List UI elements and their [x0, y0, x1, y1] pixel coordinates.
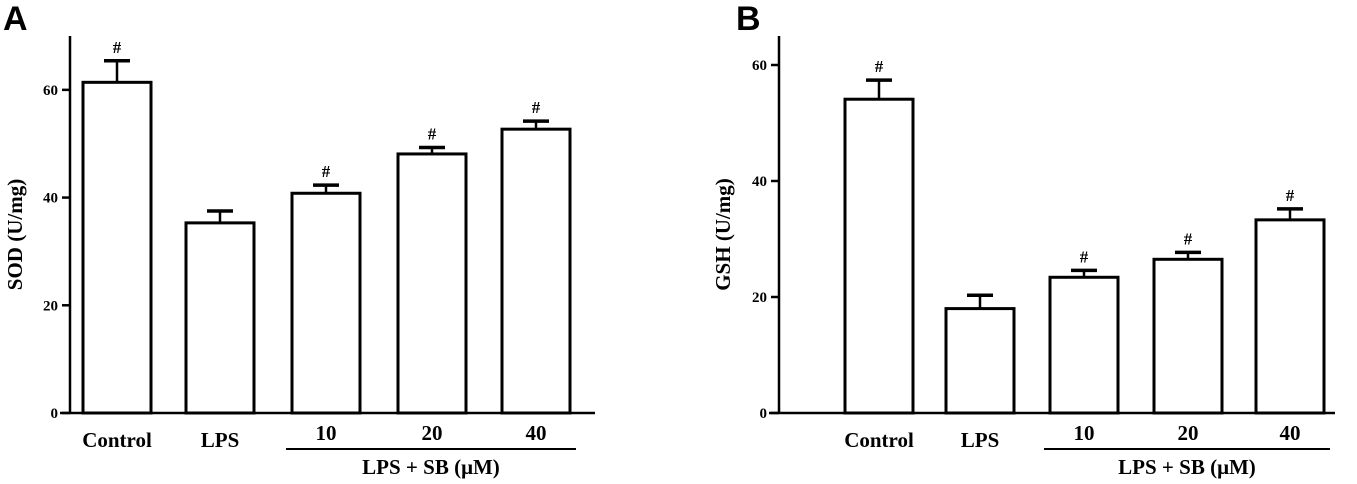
significance-marker: #	[428, 124, 437, 143]
panel-label: B	[736, 0, 761, 38]
x-tick-label: Control	[844, 428, 914, 452]
group-label: LPS + SB (μM)	[1118, 455, 1256, 479]
x-tick-label: 10	[1074, 421, 1095, 445]
bar	[1152, 257, 1224, 415]
bar	[1254, 218, 1326, 415]
y-axis-label: SOD (U/mg)	[3, 179, 27, 290]
significance-marker: #	[1286, 186, 1295, 205]
x-tick-label: LPS	[201, 428, 240, 452]
bar	[290, 191, 362, 415]
x-tick-label: 20	[1178, 421, 1199, 445]
bar	[944, 307, 1016, 415]
y-tick-label: 20	[43, 298, 58, 314]
x-tick-label: 10	[316, 421, 337, 445]
bar	[843, 97, 915, 415]
significance-marker: #	[532, 98, 541, 117]
y-tick-label: 0	[760, 406, 768, 422]
bar	[184, 221, 256, 415]
y-tick-label: 0	[51, 406, 59, 422]
bar	[396, 152, 468, 415]
significance-marker: #	[1184, 229, 1193, 248]
significance-marker: #	[1080, 247, 1089, 266]
x-tick-label: 40	[526, 421, 547, 445]
bar	[81, 80, 153, 415]
significance-marker: #	[875, 57, 884, 76]
bar	[1048, 275, 1120, 415]
significance-marker: #	[322, 162, 331, 181]
y-tick-label: 40	[752, 174, 767, 190]
bar	[500, 127, 572, 415]
x-tick-label: 20	[422, 421, 443, 445]
x-tick-label: LPS	[961, 428, 1000, 452]
y-tick-label: 60	[752, 58, 767, 74]
y-axis-label: GSH (U/mg)	[711, 178, 735, 291]
panel-label: A	[3, 0, 28, 38]
y-tick-label: 20	[752, 290, 767, 306]
y-tick-label: 60	[43, 83, 58, 99]
x-tick-label: Control	[82, 428, 152, 452]
y-tick-label: 40	[43, 191, 58, 207]
group-label: LPS + SB (μM)	[362, 455, 500, 479]
x-tick-label: 40	[1280, 421, 1301, 445]
significance-marker: #	[113, 38, 122, 57]
